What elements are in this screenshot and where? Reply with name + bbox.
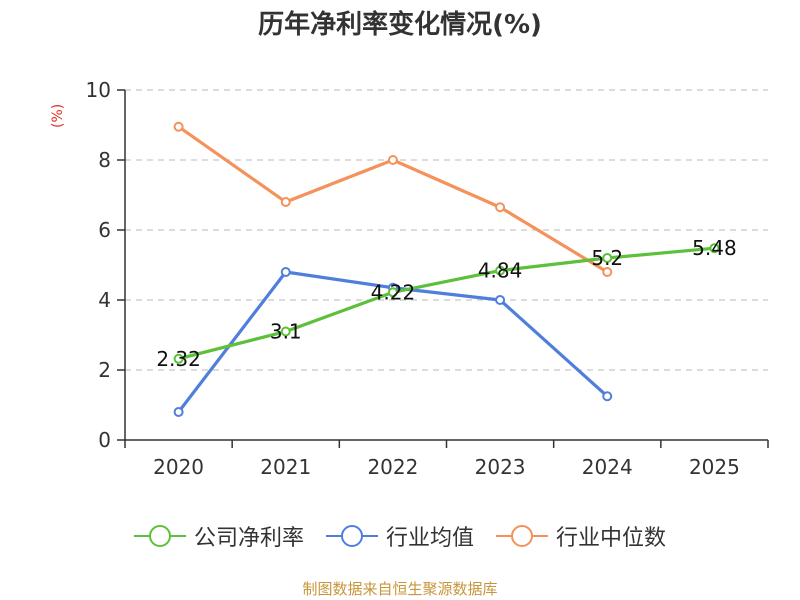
series-point-0 xyxy=(709,243,720,254)
y-tick-label: 10 xyxy=(86,78,111,102)
y-tick-label: 2 xyxy=(98,358,111,382)
x-tick-label: 2021 xyxy=(260,455,311,479)
data-label: 4.22 xyxy=(371,280,416,304)
x-tick-label: 2022 xyxy=(367,455,418,479)
legend-label-industry-median: 行业中位数 xyxy=(556,526,667,551)
series-point-2 xyxy=(602,267,613,277)
series-point-2 xyxy=(280,197,291,207)
legend-marker-industry-median xyxy=(496,524,548,548)
legend-item-company[interactable]: 公司净利率 xyxy=(133,520,304,552)
y-tick-label: 4 xyxy=(98,288,111,312)
legend-label-company: 公司净利率 xyxy=(193,526,304,551)
gridlines xyxy=(125,89,768,371)
axes: 0 2 4 6 8 10 2020 2021 2022 2023 2024 2025 xyxy=(86,78,769,479)
legend: 公司净利率 行业均值 行业中位数 xyxy=(0,520,800,552)
legend-item-industry-median[interactable]: 行业中位数 xyxy=(496,520,666,552)
legend-label-industry-mean: 行业均值 xyxy=(385,526,474,551)
data-label: 2.32 xyxy=(156,347,201,371)
data-label: 4.84 xyxy=(478,259,523,283)
series-point-1 xyxy=(173,407,184,417)
source-note: 制图数据来自恒生聚源数据库 xyxy=(302,580,498,598)
series-point-1 xyxy=(495,295,506,305)
series-point-0 xyxy=(495,265,506,276)
x-tick-label: 2025 xyxy=(689,455,740,479)
series-point-2 xyxy=(495,202,506,213)
series-point-0 xyxy=(387,287,398,298)
legend-item-industry-mean[interactable]: 行业均值 xyxy=(325,520,474,552)
x-tick-label: 2023 xyxy=(475,455,526,479)
x-tick-label: 2020 xyxy=(153,455,204,479)
series-line-0 xyxy=(178,246,715,361)
data-label: 5.2 xyxy=(591,246,623,270)
series-point-0 xyxy=(602,253,613,263)
y-tick-label: 8 xyxy=(98,148,111,172)
data-labels: 2.32 3.1 4.22 4.84 5.2 5.48 xyxy=(156,236,736,371)
data-label: 5.48 xyxy=(692,236,737,260)
series-point-0 xyxy=(280,326,291,337)
data-label: 3.1 xyxy=(270,320,302,344)
series-point-2 xyxy=(173,121,184,132)
chart-title: 历年净利率变化情况(%) xyxy=(258,10,542,40)
series-point-2 xyxy=(387,155,398,165)
series-point-1 xyxy=(280,267,291,277)
y-tick-label: 6 xyxy=(98,218,111,242)
legend-marker-industry-mean xyxy=(325,524,378,548)
legend-marker-company xyxy=(133,524,186,548)
series-point-0 xyxy=(173,353,184,364)
series xyxy=(173,121,720,417)
series-point-1 xyxy=(602,391,613,402)
x-tick-label: 2024 xyxy=(582,455,633,479)
y-tick-label: 0 xyxy=(98,428,111,452)
series-line-2 xyxy=(177,125,609,274)
